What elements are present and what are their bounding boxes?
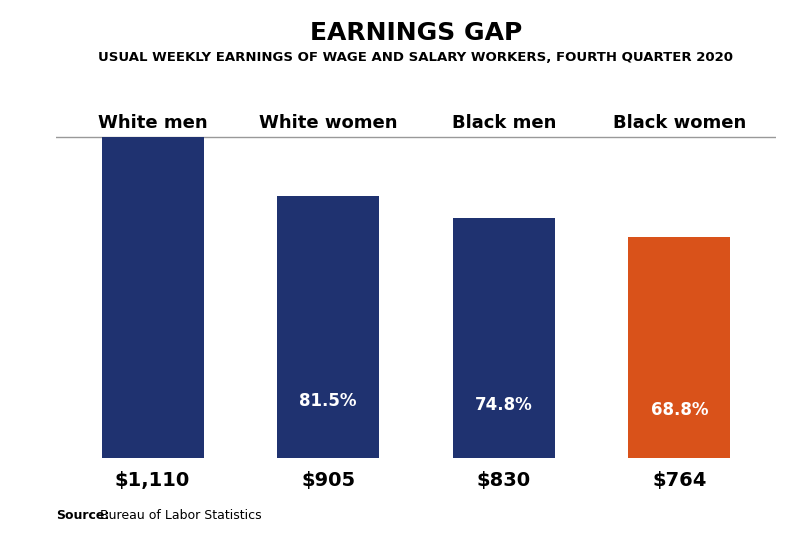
Text: 74.8%: 74.8% — [475, 397, 533, 415]
Text: Bureau of Labor Statistics: Bureau of Labor Statistics — [96, 510, 262, 522]
Text: 81.5%: 81.5% — [299, 392, 357, 410]
Text: White men: White men — [98, 114, 207, 132]
Bar — [102, 136, 203, 458]
Text: Black women: Black women — [613, 114, 746, 132]
Text: $830: $830 — [477, 471, 531, 490]
Bar — [629, 237, 730, 458]
Text: $764: $764 — [652, 471, 706, 490]
Text: $905: $905 — [301, 471, 355, 490]
Bar — [278, 196, 379, 458]
Text: White women: White women — [259, 114, 398, 132]
Text: Black men: Black men — [452, 114, 556, 132]
Text: USUAL WEEKLY EARNINGS OF WAGE AND SALARY WORKERS, FOURTH QUARTER 2020: USUAL WEEKLY EARNINGS OF WAGE AND SALARY… — [98, 51, 734, 63]
Text: $1,110: $1,110 — [115, 471, 190, 490]
Text: Source:: Source: — [56, 510, 110, 522]
Text: EARNINGS GAP: EARNINGS GAP — [310, 21, 522, 45]
Text: 68.8%: 68.8% — [650, 401, 708, 418]
Bar — [453, 217, 554, 458]
